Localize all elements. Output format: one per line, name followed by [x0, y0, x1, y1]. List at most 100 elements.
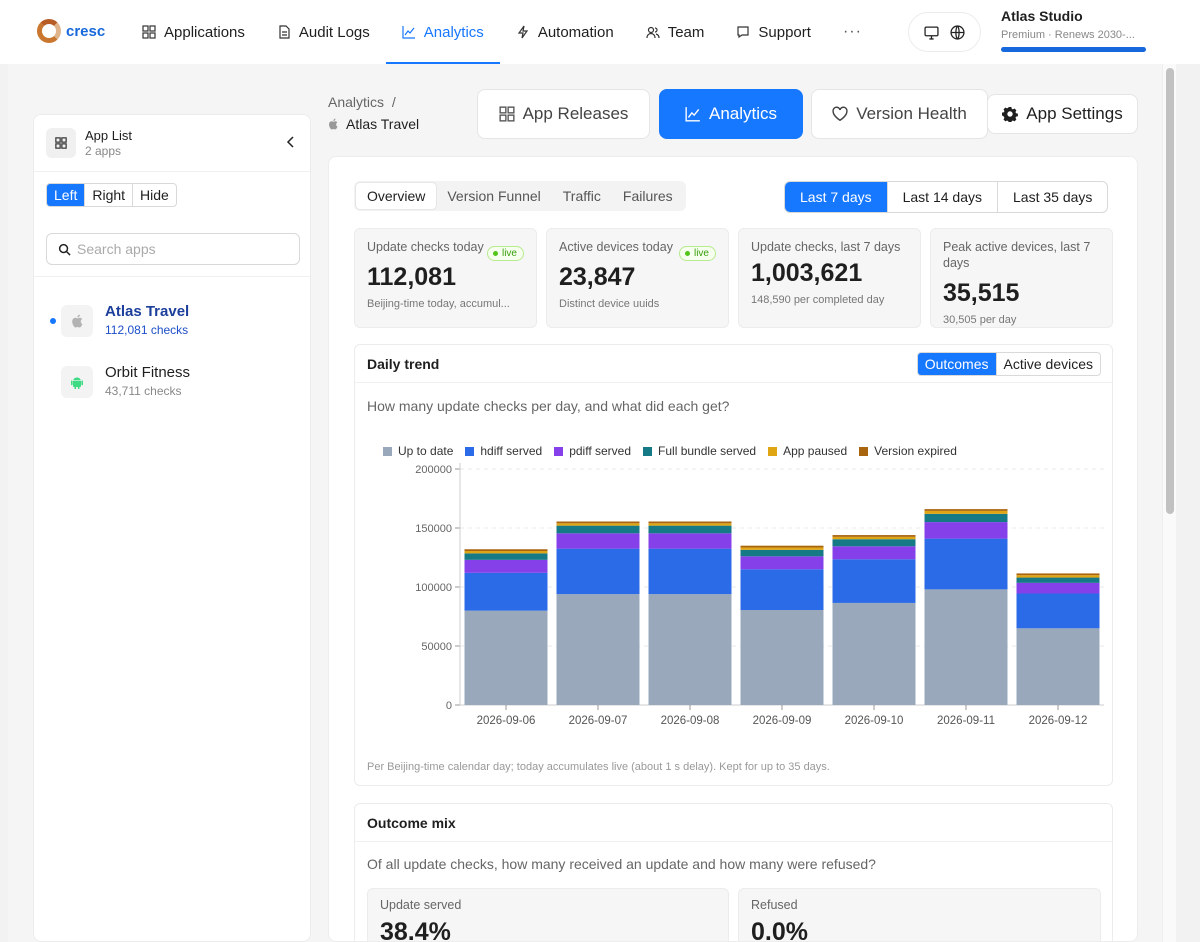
- position-hide-option[interactable]: Hide: [132, 184, 176, 206]
- nav-item-analytics[interactable]: Analytics: [385, 0, 500, 64]
- panel-title: Outcome mix: [367, 815, 456, 831]
- nav-item-automation[interactable]: Automation: [500, 0, 630, 64]
- divider: [34, 276, 310, 277]
- stat-label: Peak active devices, last 7 days: [943, 240, 1091, 270]
- subtab-traffic[interactable]: Traffic: [562, 188, 601, 204]
- app-search: [46, 233, 300, 265]
- bar-segment: [464, 551, 548, 554]
- legend-item[interactable]: Up to date: [383, 444, 453, 458]
- stat-value: 35,515: [943, 279, 1020, 307]
- stat-update-checks-today: Update checks today live 112,081 Beijing…: [354, 228, 537, 328]
- x-tick-label: 2026-09-07: [569, 715, 628, 727]
- bar-segment: [832, 539, 916, 547]
- app-item-orbit-fitness[interactable]: Orbit Fitness 43,711 checks: [34, 357, 310, 405]
- breadcrumb-root[interactable]: Analytics: [328, 94, 385, 110]
- tab-analytics[interactable]: Analytics: [659, 89, 803, 139]
- bar-segment: [740, 549, 824, 557]
- app-list-icon: [46, 128, 76, 158]
- stat-active-devices-today: Active devices today live 23,847 Distinc…: [546, 228, 729, 328]
- date-range-selector: Last 7 days Last 14 days Last 35 days: [784, 181, 1109, 213]
- collapse-sidebar-icon[interactable]: [284, 135, 298, 149]
- account-menu[interactable]: Atlas Studio Premium · Renews 2030-...: [1001, 8, 1146, 52]
- bar-segment: [1016, 582, 1100, 594]
- globe-icon[interactable]: [950, 24, 965, 40]
- monitor-icon[interactable]: [924, 25, 939, 40]
- bar-segment: [556, 523, 640, 526]
- bar-segment: [648, 521, 732, 524]
- legend-item[interactable]: hdiff served: [465, 444, 542, 458]
- stat-label: Active devices today: [559, 240, 673, 254]
- nav-item-support[interactable]: Support: [720, 0, 827, 64]
- top-navigation-bar: cresc Applications Audit Logs Analytics …: [0, 0, 1200, 64]
- subtab-version-funnel[interactable]: Version Funnel: [447, 188, 541, 204]
- app-item-atlas-travel[interactable]: Atlas Travel 112,081 checks: [34, 296, 310, 344]
- bar-segment: [464, 559, 548, 573]
- stat-value: 1,003,621: [751, 259, 863, 287]
- daily-trend-panel: Daily trend Outcomes Active devices How …: [354, 344, 1113, 786]
- analytics-content-card: Overview Version Funnel Traffic Failures…: [328, 156, 1138, 942]
- bar-segment: [740, 569, 824, 611]
- legend-item[interactable]: App paused: [768, 444, 847, 458]
- bar-segment: [464, 610, 548, 705]
- app-name: Atlas Travel: [105, 303, 190, 320]
- bar-segment: [832, 535, 916, 537]
- y-tick-label: 100000: [415, 582, 452, 594]
- nav-item-team[interactable]: Team: [630, 0, 721, 64]
- toggle-outcomes[interactable]: Outcomes: [917, 353, 996, 375]
- current-app-name: Atlas Travel: [346, 116, 420, 132]
- position-left-option[interactable]: Left: [47, 184, 85, 206]
- gear-icon: [1002, 107, 1019, 122]
- page-scrollbar[interactable]: [1162, 64, 1176, 942]
- toggle-active-devices[interactable]: Active devices: [995, 353, 1100, 375]
- scrollbar-thumb[interactable]: [1166, 68, 1174, 514]
- logo-mark-icon: [37, 19, 61, 43]
- legend-swatch: [465, 446, 475, 456]
- bar-segment: [556, 548, 640, 595]
- subtab-failures[interactable]: Failures: [622, 188, 673, 204]
- tab-label: Version Health: [856, 104, 967, 123]
- search-icon: [58, 243, 71, 256]
- bar-segment: [648, 594, 732, 705]
- account-name: Atlas Studio: [1001, 8, 1083, 24]
- x-tick-label: 2026-09-10: [845, 715, 904, 727]
- tab-app-releases[interactable]: App Releases: [477, 89, 650, 139]
- position-right-option[interactable]: Right: [84, 184, 132, 206]
- line-chart-icon: [402, 26, 415, 39]
- x-tick-label: 2026-09-06: [477, 715, 536, 727]
- grid-icon: [499, 106, 515, 122]
- bar-segment: [648, 525, 732, 534]
- bar-segment: [464, 549, 548, 552]
- display-language-toggle: [908, 12, 981, 52]
- stat-label: Update checks today: [367, 240, 484, 254]
- legend-item[interactable]: pdiff served: [554, 444, 631, 458]
- x-tick-label: 2026-09-08: [661, 715, 720, 727]
- search-apps-input[interactable]: [77, 241, 277, 257]
- range-last-14-days[interactable]: Last 14 days: [886, 182, 997, 212]
- subtab-overview[interactable]: Overview: [356, 183, 437, 209]
- bar-segment: [556, 533, 640, 549]
- tab-version-health[interactable]: Version Health: [811, 89, 988, 139]
- stat-note: Beijing-time today, accumul...: [367, 298, 510, 310]
- brand-logo[interactable]: cresc: [37, 19, 105, 43]
- nav-item-audit-logs[interactable]: Audit Logs: [261, 0, 386, 64]
- bar-segment: [556, 521, 640, 524]
- nav-item-label: Support: [758, 23, 811, 41]
- legend-item[interactable]: Version expired: [859, 444, 957, 458]
- stat-value: 112,081: [367, 263, 456, 291]
- bar-segment: [924, 522, 1008, 539]
- tab-app-settings[interactable]: App Settings: [987, 94, 1138, 134]
- trend-metric-toggle: Outcomes Active devices: [916, 352, 1101, 376]
- bar-segment: [648, 523, 732, 526]
- legend-swatch: [768, 446, 778, 456]
- panel-header: Outcome mix: [355, 804, 1112, 842]
- chat-icon: [737, 26, 749, 39]
- bar-segment: [556, 594, 640, 705]
- legend-item[interactable]: Full bundle served: [643, 444, 756, 458]
- range-last-7-days[interactable]: Last 7 days: [785, 182, 887, 212]
- bar-segment: [924, 510, 1008, 514]
- nav-item-applications[interactable]: Applications: [142, 0, 261, 64]
- nav-more-button[interactable]: ···: [827, 0, 878, 64]
- stat-note: 30,505 per day: [943, 314, 1017, 326]
- range-last-35-days[interactable]: Last 35 days: [997, 182, 1107, 212]
- tab-label: App Settings: [1026, 104, 1123, 123]
